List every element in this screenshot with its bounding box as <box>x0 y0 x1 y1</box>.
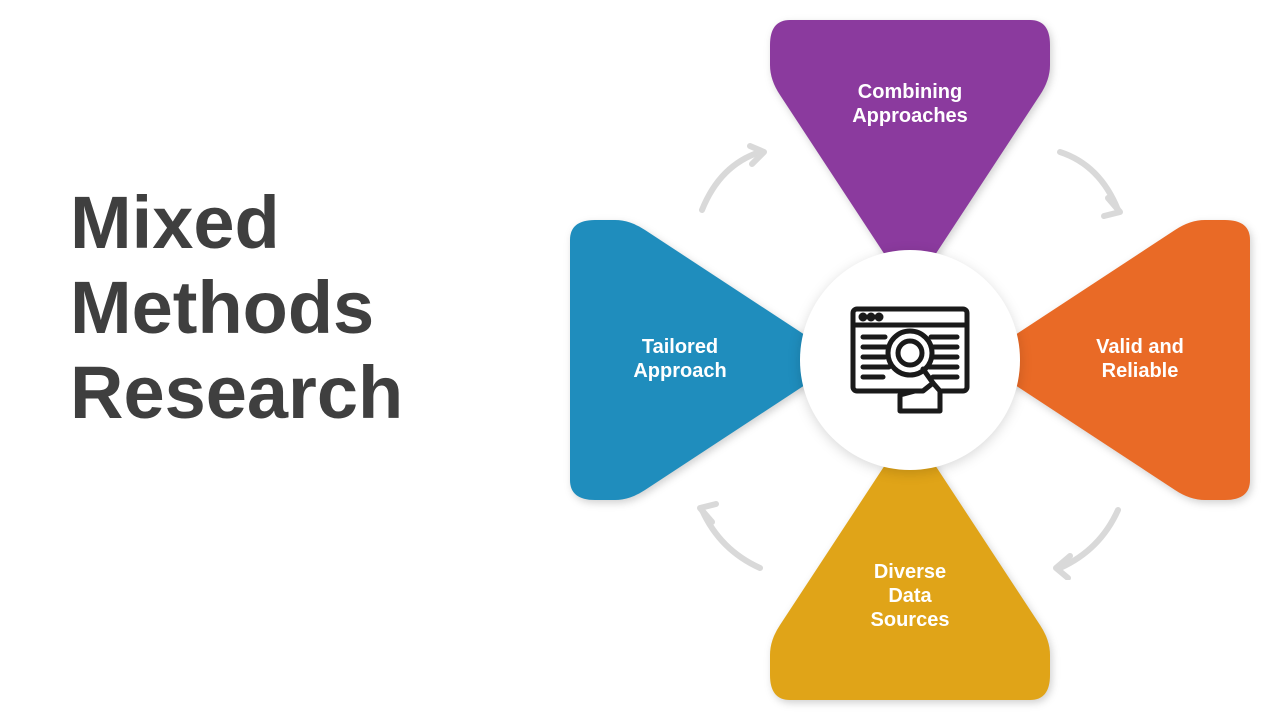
magnifier-document-icon <box>845 295 975 425</box>
arrow-tl <box>690 140 780 230</box>
petal-label-bottom: DiverseDataSources <box>820 560 1000 632</box>
arrow-tr <box>1040 140 1130 230</box>
page-title: MixedMethodsResearch <box>70 180 403 435</box>
petal-label-right: Valid andReliable <box>1050 335 1230 383</box>
arrow-br <box>1040 490 1130 580</box>
cycle-diagram: CombiningApproaches Valid andReliable Di… <box>580 30 1240 690</box>
arrow-bl <box>690 490 780 580</box>
petal-label-left: TailoredApproach <box>590 335 770 383</box>
center-circle <box>800 250 1020 470</box>
petal-label-top: CombiningApproaches <box>820 80 1000 128</box>
